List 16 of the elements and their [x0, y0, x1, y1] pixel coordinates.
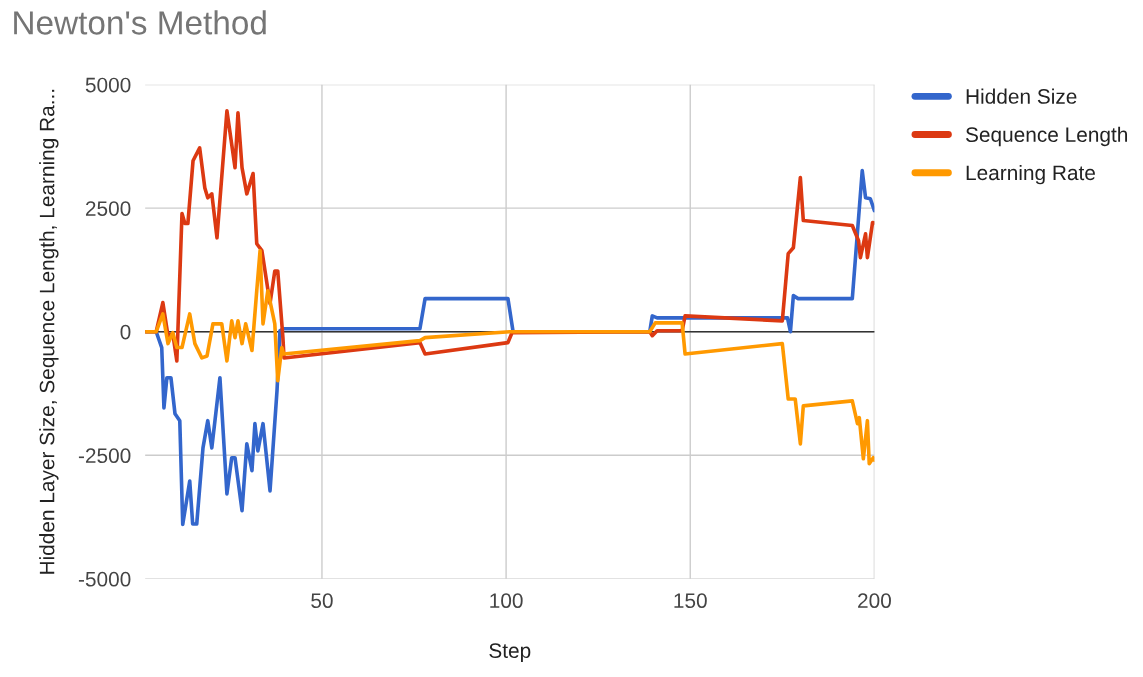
- legend-label: Sequence Length: [965, 126, 1128, 147]
- x-tick-label: 150: [674, 593, 707, 609]
- x-tick-label: 100: [490, 593, 523, 609]
- line-series: [145, 248, 875, 466]
- y-tick-label: -2500: [78, 448, 131, 464]
- y-tick-label: 5000: [85, 77, 131, 93]
- legend-label: Hidden Size: [966, 88, 1077, 104]
- y-tick-label: -5000: [78, 571, 131, 587]
- y-tick-label: 2500: [85, 201, 131, 216]
- y-tick-label: 0: [120, 324, 131, 340]
- x-tick-label: 200: [858, 593, 891, 609]
- legend-label: Learning Rate: [966, 164, 1095, 185]
- chart-title: Newton's Method: [14, 10, 266, 35]
- x-axis-title: Step: [489, 643, 531, 663]
- y-axis-title: Hidden Layer Size, Sequence Length, Learning Ra...: [39, 89, 59, 574]
- x-tick-label: 50: [311, 593, 333, 609]
